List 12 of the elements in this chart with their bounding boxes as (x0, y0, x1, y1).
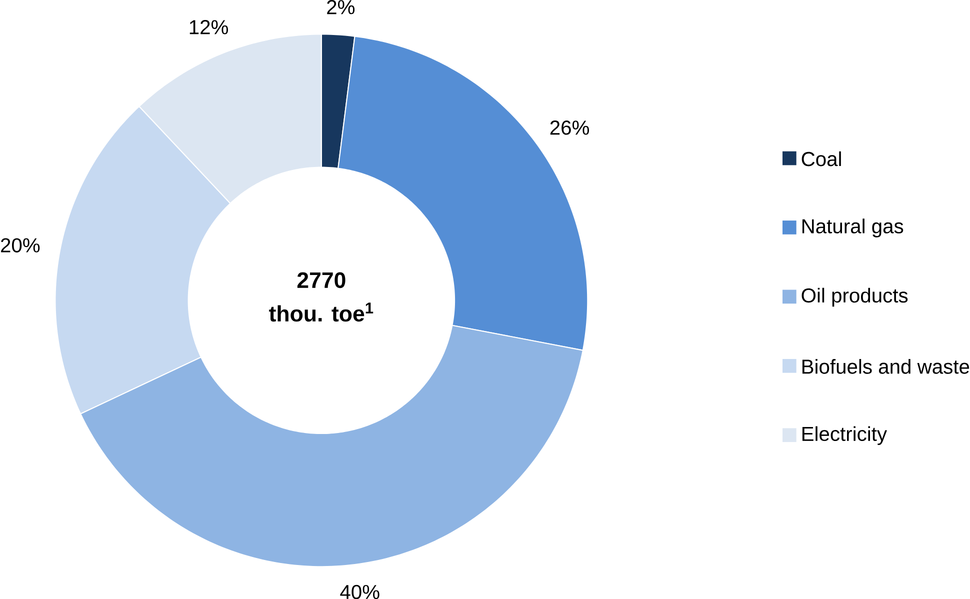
data-label: 20% (1, 238, 40, 252)
legend-label: Natural gas (802, 218, 904, 238)
data-label: 40% (340, 584, 380, 599)
text: 2770 (297, 272, 346, 288)
legend-label: Electricity (802, 426, 887, 445)
text: thou. toe$^{1}$ (269, 302, 374, 322)
data-label: 2% (327, 0, 355, 14)
legend-label: Coal (802, 151, 841, 166)
legend-label: Oil products (802, 288, 908, 307)
legend-label: Biofuels and waste (802, 358, 970, 374)
data-label: 12% (190, 20, 228, 34)
data-label: 26% (550, 120, 589, 135)
